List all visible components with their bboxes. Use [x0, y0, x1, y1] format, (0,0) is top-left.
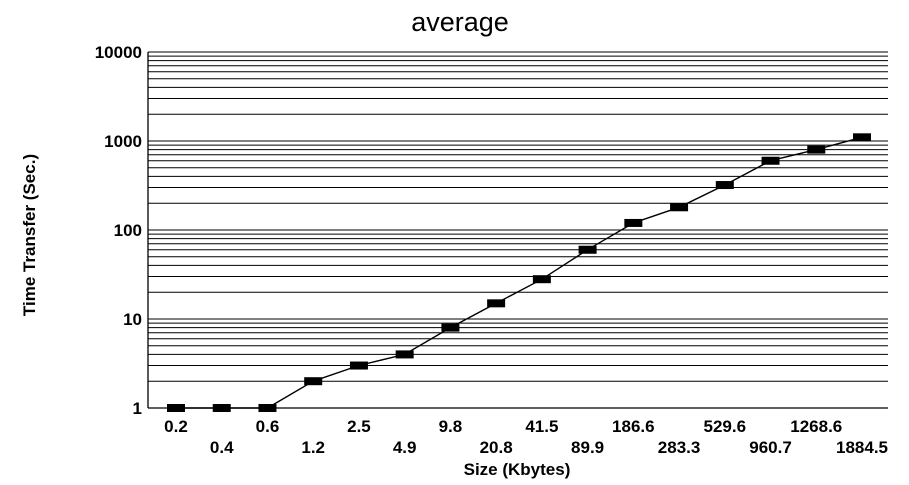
data-point — [532, 275, 551, 284]
x-tick-label: 0.2 — [164, 417, 188, 436]
data-point — [761, 156, 780, 165]
data-point — [715, 181, 734, 190]
data-point — [853, 133, 871, 142]
y-tick-label: 100 — [114, 221, 142, 240]
x-axis-label: Size (Kbytes) — [464, 460, 571, 479]
data-point — [487, 299, 506, 308]
data-point — [304, 377, 323, 386]
x-tick-label: 41.5 — [525, 417, 558, 436]
x-tick-label: 529.6 — [704, 417, 747, 436]
x-tick-label: 0.6 — [256, 417, 280, 436]
y-tick-label: 1000 — [104, 132, 142, 151]
data-point — [349, 361, 368, 370]
y-tick-label: 10 — [123, 310, 142, 329]
data-point — [212, 404, 231, 412]
data-point — [807, 145, 826, 154]
data-point — [578, 245, 597, 254]
x-tick-label: 89.9 — [571, 438, 604, 457]
y-axis-label: Time Transfer (Sec.) — [20, 154, 39, 316]
data-point — [167, 404, 185, 412]
data-point — [258, 404, 277, 412]
y-tick-label: 1 — [133, 399, 142, 418]
data-point — [441, 323, 460, 332]
chart-title: average — [411, 7, 509, 37]
x-tick-label: 283.3 — [658, 438, 701, 457]
gridlines — [148, 51, 888, 409]
data-point — [624, 218, 643, 227]
x-tick-label: 1884.5 — [836, 438, 888, 457]
x-tick-labels: 0.2 0.4 0.6 1.2 2.5 4.9 9.8 20.8 41.5 89.9 186.628… — [164, 417, 888, 457]
x-tick-label: 9.8 — [439, 417, 463, 436]
x-tick-label: 960.7 — [749, 438, 792, 457]
y-tick-label: 10000 — [95, 43, 142, 62]
x-tick-label: 20.8 — [480, 438, 513, 457]
data-point — [670, 203, 689, 212]
series-group — [167, 133, 871, 412]
x-tick-label: 2.5 — [347, 417, 371, 436]
x-tick-label: 186.6 — [612, 417, 655, 436]
data-point — [395, 350, 414, 359]
x-tick-label: 0.4 — [210, 438, 234, 457]
x-tick-label: 4.9 — [393, 438, 417, 457]
y-tick-labels: 1 10 100 1000 10000 — [95, 43, 142, 418]
x-tick-label: 1.2 — [301, 438, 325, 457]
series-line — [176, 136, 863, 409]
x-tick-label: 1268.6 — [790, 417, 842, 436]
